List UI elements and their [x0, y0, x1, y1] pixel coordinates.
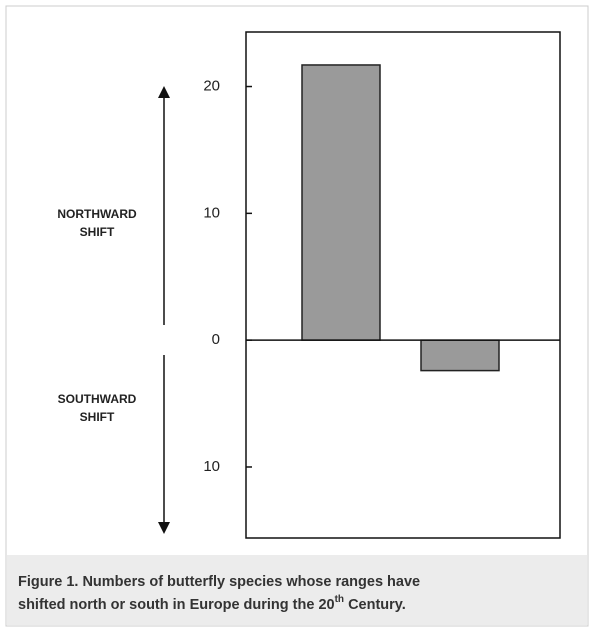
annotation: SHIFT	[80, 410, 115, 424]
caption: shifted north or south in Europe during …	[18, 594, 406, 613]
caption: Figure 1. Numbers of butterfly species w…	[18, 574, 420, 590]
annotation: SOUTHWARD	[58, 392, 137, 406]
y-tick-label: 20	[203, 78, 220, 95]
plot-frame	[245, 31, 561, 539]
caption-panel	[7, 555, 587, 625]
y-tick-label: 10	[203, 458, 220, 475]
caption-text: shifted north or south in Europe during …	[18, 597, 335, 613]
bar	[420, 339, 500, 372]
y-tick-label: 10	[203, 204, 220, 221]
bar	[301, 64, 381, 341]
y-tick-label: 0	[212, 331, 220, 348]
caption-superscript: th	[335, 594, 344, 605]
annotation: SHIFT	[80, 225, 115, 239]
annotation: NORTHWARD	[57, 207, 137, 221]
caption-text: Century.	[344, 597, 406, 613]
frame	[5, 5, 589, 627]
